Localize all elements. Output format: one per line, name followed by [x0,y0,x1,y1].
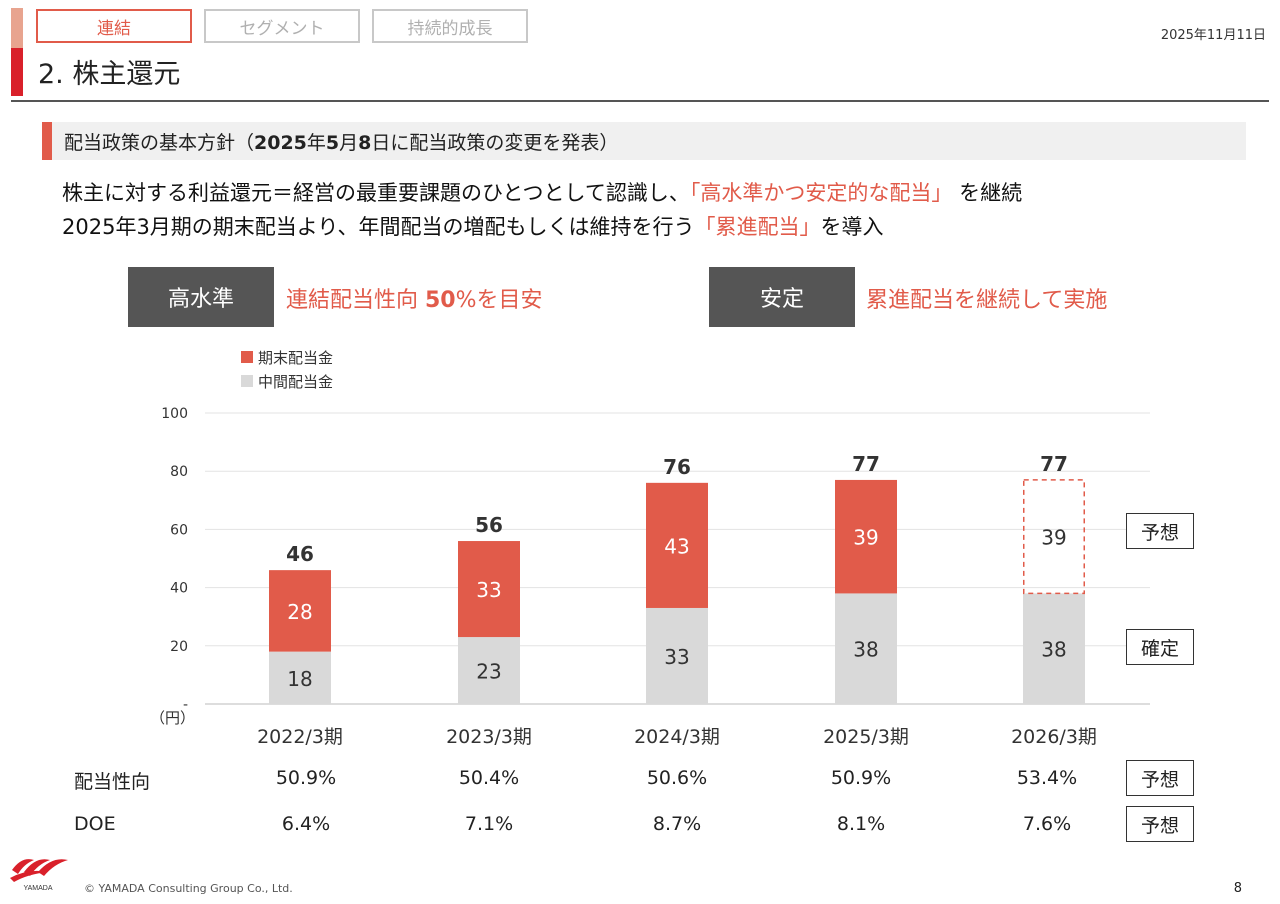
x-category-label: 2026/3期 [1011,726,1097,748]
bar-total-label: 76 [663,455,691,479]
y-tick-label: 40 [170,581,188,597]
legend-label-year-end: 期末配当金 [258,349,333,367]
bar-total-label: 77 [1040,452,1068,476]
bar-year-end-label: 33 [476,578,501,602]
bar-interim-label: 23 [476,660,501,684]
high-level-desc-tail: %を目安 [455,288,543,313]
bar-total-label: 56 [475,513,503,537]
bar-interim-label: 38 [1041,638,1066,662]
legend-swatch [241,375,253,387]
company-logo: YAMADA [10,859,68,892]
bar-total-label: 77 [852,452,880,476]
payout-ratio-value: 53.4% [1016,767,1078,789]
bar-interim [646,607,708,704]
high-level-desc-text: 連結配当性向 [286,288,425,313]
x-category-label: 2025/3期 [823,726,909,748]
policy-line-1-text: 株主に対する利益還元＝経営の最重要課題のひとつとして認識し、 [62,181,690,205]
payout-ratio-value: 50.9% [275,767,337,789]
section-heading-month: 5 [325,132,340,154]
bar-interim-label: 38 [853,638,878,662]
doe-value: 7.1% [464,813,514,835]
y-tick-label: 100 [161,406,188,422]
page-title: 2. 株主還元 [38,59,181,90]
payout-ratio-value: 50.9% [830,767,892,789]
header-divider [11,100,1269,102]
doe-value: 8.1% [836,813,886,835]
section-heading-suffix: 日に配当政策の変更を発表） [371,132,619,154]
x-category-label: 2024/3期 [634,726,720,748]
legend-swatch [241,351,253,363]
bar-interim [458,637,520,704]
copyright: © YAMADA Consulting Group Co., Ltd. [84,882,293,895]
bar-year-end [835,479,897,594]
bar-interim [835,593,897,704]
payout-ratio-value: 50.6% [646,767,708,789]
bar-year-end-label: 39 [1041,526,1066,550]
payout-ratio-value: 50.4% [458,767,520,789]
header-accent-bottom [11,48,23,96]
header-accent-top [11,8,23,48]
section-heading-year: 2025 [254,132,307,154]
section-marker [42,122,52,160]
bar-year-end [269,570,331,652]
x-category-label: 2023/3期 [446,726,532,748]
y-unit-label: （円） [150,709,195,727]
x-category-label: 2022/3期 [257,726,343,748]
legend-label-interim: 中間配当金 [258,373,333,391]
high-level-box: 高水準 [128,267,274,327]
payout-ratio-label: 配当性向 [74,771,151,793]
bar-year-end-label: 43 [664,534,689,558]
tab-sustainable-growth[interactable]: 持続的成長 [372,9,528,43]
page-number: 8 [1233,881,1242,896]
bar-interim [269,651,331,704]
bar-year-end-label: 39 [853,526,878,550]
logo-wordmark: YAMADA [23,885,52,892]
doe-value: 7.6% [1022,813,1072,835]
bar-year-end-label: 28 [287,600,312,624]
high-level-description: 連結配当性向 50%を目安 [286,282,543,314]
doe-label: DOE [74,813,116,835]
confirmed-tag: 確定 [1126,629,1194,665]
policy-line-2-highlight: 「累進配当」 [694,215,821,239]
bar-total-label: 46 [286,542,314,566]
doe-forecast-tag: 予想 [1126,806,1194,842]
payout-forecast-tag: 予想 [1126,760,1194,796]
section-heading-year-unit: 年 [306,132,326,154]
section-heading-prefix: 配当政策の基本方針（ [64,132,255,154]
high-level-desc-number: 50 [425,288,456,313]
doe-value: 8.7% [652,813,702,835]
section-heading: 配当政策の基本方針（2025年5月8日に配当政策の変更を発表） [64,128,618,155]
policy-line-1-highlight: 「高水準かつ安定的な配当」 [689,181,953,205]
stable-description: 累進配当を継続して実施 [866,288,1108,313]
bar-year-end [458,541,520,638]
doe-value: 6.4% [281,813,331,835]
bar-interim-label: 18 [287,667,312,691]
section-heading-month-unit: 月 [339,132,359,154]
report-date: 2025年11月11日 [1160,28,1266,43]
policy-line-2: 2025年3月期の期末配当より、年間配当の増配もしくは維持を行う「累進配当」を導… [62,211,884,241]
y-tick-label: - [183,697,188,713]
y-tick-label: 20 [170,639,188,655]
stable-box: 安定 [709,267,855,327]
bar-year-end [646,482,708,608]
section-heading-day: 8 [358,132,372,154]
forecast-tag: 予想 [1126,513,1194,549]
bar-interim-label: 33 [664,645,689,669]
section-bar [42,122,1246,160]
policy-line-1: 株主に対する利益還元＝経営の最重要課題のひとつとして認識し、「高水準かつ安定的な… [62,177,1022,207]
y-tick-label: 80 [170,464,188,480]
policy-line-2-tail: を導入 [820,215,884,239]
y-tick-label: 60 [170,522,188,538]
policy-line-1-tail: を継続 [952,181,1023,205]
bar-interim [1023,593,1085,704]
bar-year-end-forecast [1023,479,1085,595]
tab-segment[interactable]: セグメント [204,9,360,43]
tab-consolidated[interactable]: 連結 [36,9,192,43]
policy-line-2-text: 2025年3月期の期末配当より、年間配当の増配もしくは維持を行う [62,215,695,239]
